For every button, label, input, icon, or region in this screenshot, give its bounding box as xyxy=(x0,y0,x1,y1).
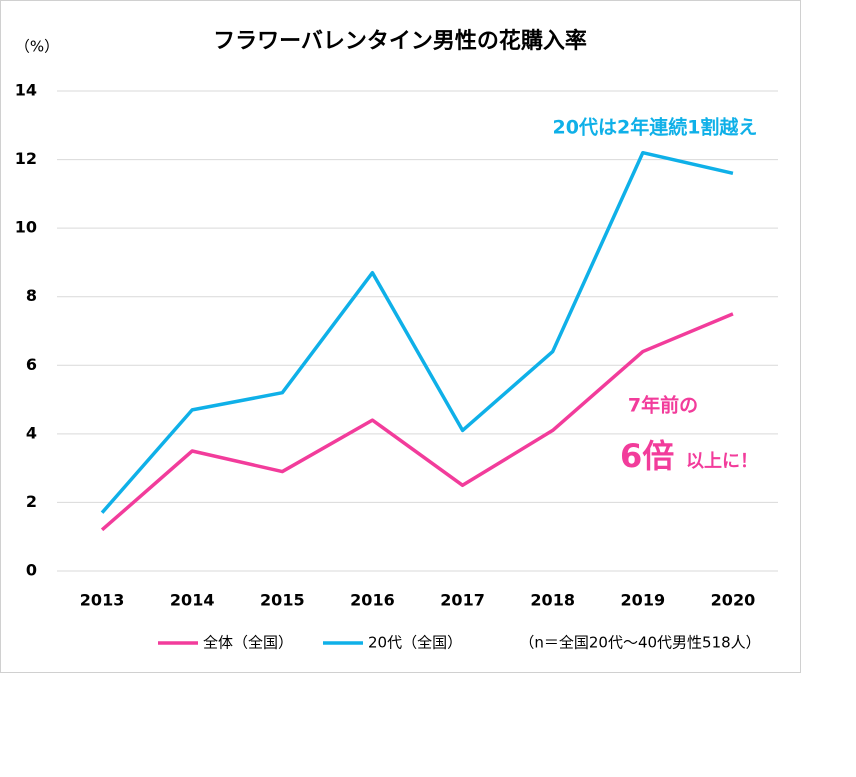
legend-label: 20代（全国） xyxy=(368,634,462,652)
x-tick-label: 2020 xyxy=(711,591,756,610)
y-tick-label: 14 xyxy=(15,81,37,100)
data-line xyxy=(100,312,734,532)
y-unit: （%） xyxy=(15,38,59,56)
data-line xyxy=(100,150,734,514)
annotation: 7年前の xyxy=(628,394,698,417)
chart-title: フラワーバレンタイン男性の花購入率 xyxy=(213,28,587,54)
note: （n＝全国20代〜40代男性518人） xyxy=(519,634,760,652)
y-tick-label: 8 xyxy=(26,286,37,305)
x-tick-label: 2013 xyxy=(80,591,125,610)
y-tick-label: 0 xyxy=(26,561,37,580)
x-tick-label: 2014 xyxy=(170,591,215,610)
chart-frame xyxy=(0,0,801,673)
y-tick-label: 12 xyxy=(15,149,37,168)
annotation: 6倍 xyxy=(620,437,674,475)
y-tick-label: 10 xyxy=(15,218,37,237)
x-tick-label: 2018 xyxy=(530,591,575,610)
x-tick-label: 2015 xyxy=(260,591,305,610)
x-tick-label: 2017 xyxy=(440,591,485,610)
annotation: 20代は2年連続1割越え xyxy=(553,116,758,139)
legend-label: 全体（全国） xyxy=(203,634,293,652)
y-tick-label: 4 xyxy=(26,423,37,442)
y-tick-label: 6 xyxy=(26,355,37,374)
annotation: 以上に！ xyxy=(686,451,758,472)
y-tick-label: 2 xyxy=(26,492,37,511)
x-tick-label: 2019 xyxy=(621,591,666,610)
x-tick-label: 2016 xyxy=(350,591,395,610)
